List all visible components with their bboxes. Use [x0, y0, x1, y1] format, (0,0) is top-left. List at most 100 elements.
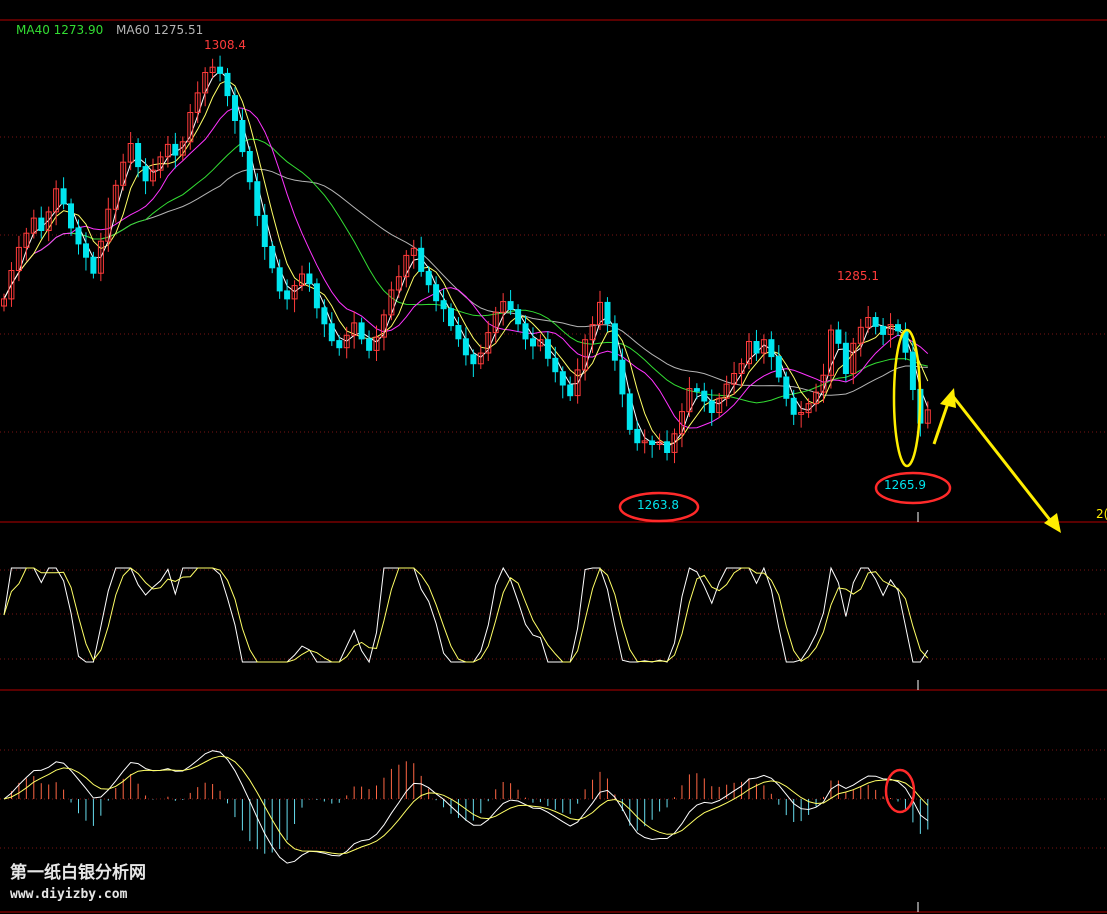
candle-body-64: [477, 352, 484, 365]
ma-slow-path: [3, 107, 929, 429]
candle-body-99: [738, 363, 745, 375]
candle-body-98: [731, 373, 738, 385]
candle-body-119: [887, 324, 894, 335]
macd-panel[interactable]: [3, 750, 929, 864]
candle-body-50: [373, 336, 380, 351]
candle-body-32: [239, 120, 246, 153]
grid-lines: [0, 136, 1107, 849]
candle-body-19: [142, 166, 149, 182]
oscillator-line-slow: [3, 567, 929, 663]
macd-dea-path: [3, 755, 929, 855]
candle-body-6: [45, 211, 52, 231]
candle-body-108: [805, 403, 812, 414]
candle-body-18: [135, 143, 142, 168]
candle-body-21: [157, 156, 164, 171]
candle-body-57: [425, 270, 432, 286]
candle-body-101: [753, 341, 760, 354]
candle-body-70: [522, 323, 529, 340]
candle-body-13: [97, 240, 104, 274]
candle-body-116: [865, 317, 872, 328]
candle-body-71: [530, 338, 536, 347]
watermark-url: www.diyizby.com: [10, 887, 128, 902]
forecast-arrows: [932, 388, 1061, 533]
candle-body-103: [768, 339, 775, 358]
candle-body-97: [723, 383, 730, 399]
oscillator-panel[interactable]: [3, 566, 929, 664]
candle-body-112: [835, 329, 842, 344]
candle-body-25: [187, 112, 194, 143]
candle-body-82: [611, 323, 618, 361]
watermark-site-name: 第一纸白银分析网: [10, 862, 146, 883]
candle-body-14: [105, 208, 112, 242]
legend-ma40: MA40 1273.90: [16, 23, 103, 37]
candle-body-69: [515, 309, 522, 325]
candle-body-12: [90, 256, 97, 274]
low1-highlight-ellipse: [618, 491, 700, 523]
candle-body-41: [306, 273, 313, 285]
candle-body-36: [269, 246, 276, 269]
candle-body-100: [746, 341, 752, 365]
candle-body-24: [179, 141, 186, 156]
candle-body-118: [880, 325, 887, 335]
candle-body-117: [872, 317, 879, 327]
candle-body-20: [150, 169, 156, 182]
candle-body-10: [75, 227, 82, 245]
candle-body-52: [388, 289, 395, 316]
candle-body-91: [679, 411, 685, 435]
candle-body-83: [619, 359, 626, 395]
candle-body-23: [172, 143, 179, 156]
candle-body-3: [23, 232, 30, 248]
candle-body-120: [895, 324, 901, 332]
down-arrow-head: [1044, 513, 1061, 533]
down-arrow-shaft: [950, 394, 1052, 521]
candle-body-30: [224, 72, 231, 97]
candle-body-17: [127, 143, 134, 163]
candle-body-7: [53, 188, 60, 213]
candle-body-5: [38, 217, 45, 232]
candle-body-55: [410, 247, 417, 256]
candle-body-16: [120, 161, 127, 186]
candle-body-28: [209, 66, 216, 73]
right-edge-axis-label: 2(: [1096, 507, 1107, 521]
candle-body-37: [276, 267, 283, 292]
candlesticks[interactable]: [1, 55, 931, 464]
candle-body-58: [433, 284, 440, 302]
candle-body-90: [671, 433, 678, 453]
macd-histogram: [10, 761, 929, 854]
up-arrow-shaft: [932, 402, 950, 445]
candle-body-85: [634, 428, 641, 444]
candle-body-96: [716, 397, 723, 413]
macd-cross-highlight-ellipse: [884, 768, 916, 814]
candle-body-38: [284, 290, 291, 300]
candle-body-31: [232, 95, 238, 121]
candle-body-54: [403, 254, 410, 278]
candle-body-72: [537, 339, 544, 347]
legend-ma60: MA60 1275.51: [116, 23, 203, 37]
candle-body-35: [261, 214, 268, 247]
candle-body-0: [1, 298, 7, 307]
candle-body-80: [597, 301, 603, 326]
candle-body-9: [68, 203, 74, 229]
candle-body-62: [462, 338, 469, 356]
candle-body-60: [448, 308, 454, 327]
candle-body-111: [828, 329, 834, 376]
candle-body-73: [544, 339, 551, 359]
main-price-panel[interactable]: [1, 55, 931, 464]
candle-body-78: [582, 339, 589, 371]
candle-body-74: [552, 357, 559, 373]
ma40-line: [3, 138, 928, 404]
candle-body-84: [626, 393, 633, 430]
candle-body-43: [321, 307, 328, 325]
candle-body-95: [708, 400, 715, 413]
oscillator-slow-path: [3, 567, 929, 663]
candle-body-107: [798, 412, 805, 415]
candle-body-33: [246, 151, 253, 183]
candle-body-27: [202, 72, 209, 94]
candle-body-49: [366, 338, 373, 351]
candle-body-94: [701, 390, 708, 402]
candle-body-45: [336, 340, 343, 349]
high-price-label: 1308.4: [204, 38, 246, 52]
panel-borders: [0, 19, 1107, 913]
